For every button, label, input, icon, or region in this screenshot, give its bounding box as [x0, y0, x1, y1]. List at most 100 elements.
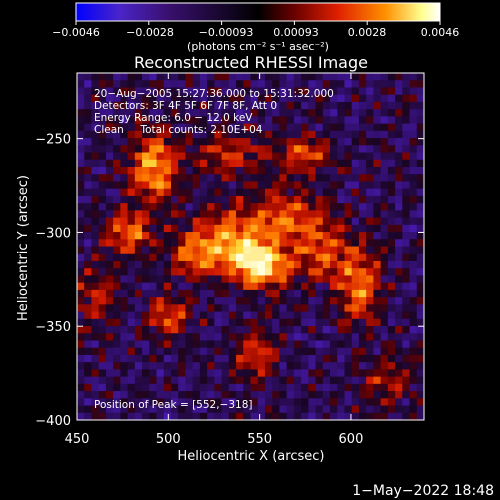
- heatmap-cell: [207, 304, 215, 313]
- heatmap-cell: [395, 195, 403, 204]
- heatmap-cell: [308, 203, 317, 211]
- heatmap-cell: [149, 289, 158, 298]
- heatmap-cell: [330, 253, 338, 262]
- heatmap-cell: [163, 333, 172, 342]
- heatmap-cell: [308, 268, 317, 277]
- heatmap-cell: [134, 116, 143, 125]
- heatmap-cell: [344, 304, 353, 313]
- heatmap-cell: [286, 73, 295, 81]
- heatmap-cell: [250, 116, 259, 125]
- heatmap-cell: [366, 253, 374, 262]
- heatmap-cell: [322, 159, 331, 168]
- heatmap-cell: [178, 87, 187, 96]
- heatmap-cell: [351, 253, 360, 262]
- heatmap-cell: [221, 152, 230, 161]
- heatmap-cell: [257, 210, 266, 219]
- heatmap-cell: [402, 116, 411, 125]
- heatmap-cell: [185, 109, 194, 117]
- heatmap-cell: [272, 383, 281, 392]
- heatmap-cell: [84, 210, 93, 219]
- heatmap-cell: [387, 333, 396, 342]
- heatmap-cell: [221, 203, 230, 211]
- heatmap-cell: [134, 239, 143, 248]
- heatmap-cell: [286, 166, 295, 175]
- heatmap-cell: [91, 130, 100, 139]
- heatmap-cell: [330, 383, 338, 392]
- heatmap-cell: [120, 354, 129, 363]
- heatmap-cell: [84, 391, 93, 399]
- heatmap-cell: [402, 159, 411, 168]
- heatmap-cell: [221, 369, 230, 378]
- heatmap-cell: [221, 87, 230, 96]
- heatmap-cell: [279, 268, 288, 277]
- heatmap-cell: [84, 304, 93, 313]
- heatmap-cell: [279, 333, 288, 342]
- heatmap-cell: [127, 246, 136, 255]
- heatmap-cell: [236, 347, 244, 356]
- heatmap-cell: [409, 311, 418, 320]
- heatmap-cell: [214, 405, 223, 414]
- heatmap-cell: [308, 362, 317, 370]
- heatmap-cell: [250, 376, 259, 385]
- heatmap-cell: [330, 391, 338, 399]
- heatmap-cell: [279, 253, 288, 262]
- heatmap-cell: [192, 123, 201, 132]
- heatmap-cell: [279, 326, 288, 334]
- heatmap-cell: [228, 101, 237, 110]
- heatmap-cell: [387, 101, 396, 110]
- heatmap-cell: [243, 405, 252, 414]
- heatmap-cell: [228, 347, 237, 356]
- heatmap-cell: [395, 340, 403, 349]
- heatmap-cell: [257, 224, 266, 233]
- heatmap-cell: [322, 311, 331, 320]
- heatmap-cell: [409, 260, 418, 269]
- heatmap-cell: [344, 138, 353, 146]
- heatmap-cell: [358, 123, 367, 132]
- heatmap-cell: [416, 188, 424, 197]
- heatmap-cell: [214, 354, 223, 363]
- heatmap-cell: [409, 362, 418, 370]
- heatmap-cell: [84, 347, 93, 356]
- heatmap-cell: [264, 195, 273, 204]
- heatmap-cell: [105, 268, 114, 277]
- heatmap-cell: [221, 181, 230, 190]
- heatmap-cell: [351, 326, 360, 334]
- heatmap-cell: [315, 87, 324, 96]
- heatmap-cell: [243, 210, 252, 219]
- heatmap-cell: [380, 340, 389, 349]
- heatmap-cell: [257, 340, 266, 349]
- heatmap-cell: [279, 260, 288, 269]
- heatmap-cell: [185, 282, 194, 291]
- heatmap-cell: [358, 73, 367, 81]
- heatmap-cell: [127, 80, 136, 89]
- heatmap-cell: [113, 239, 121, 248]
- heatmap-cell: [207, 152, 215, 161]
- heatmap-cell: [185, 405, 194, 414]
- heatmap-cell: [358, 109, 367, 117]
- heatmap-cell: [301, 210, 309, 219]
- heatmap-cell: [214, 87, 223, 96]
- heatmap-cell: [286, 87, 295, 96]
- heatmap-cell: [416, 391, 424, 399]
- heatmap-cell: [387, 174, 396, 183]
- heatmap-cell: [402, 260, 411, 269]
- heatmap-cell: [142, 304, 150, 313]
- heatmap-cell: [293, 340, 302, 349]
- heatmap-cell: [113, 362, 121, 370]
- heatmap-cell: [134, 130, 143, 139]
- heatmap-cell: [250, 195, 259, 204]
- heatmap-cell: [308, 405, 317, 414]
- heatmap-cell: [322, 333, 331, 342]
- heatmap-cell: [113, 145, 121, 154]
- heatmap-cell: [170, 297, 179, 305]
- heatmap-cell: [395, 181, 403, 190]
- heatmap-cell: [373, 101, 382, 110]
- heatmap-cell: [301, 260, 309, 269]
- heatmap-cell: [272, 311, 281, 320]
- heatmap-cell: [156, 152, 165, 161]
- heatmap-cell: [142, 326, 150, 334]
- heatmap-cell: [387, 318, 396, 327]
- heatmap-cell: [366, 166, 374, 175]
- heatmap-cell: [214, 282, 223, 291]
- heatmap-cell: [228, 174, 237, 183]
